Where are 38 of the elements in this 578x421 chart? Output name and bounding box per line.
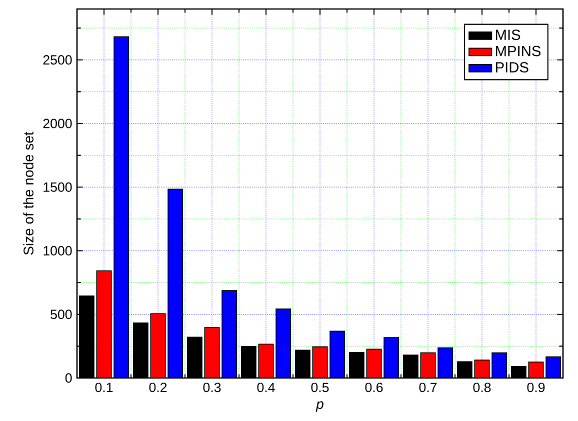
x-tick-label: 0.7	[419, 382, 437, 392]
bar	[546, 356, 562, 378]
bar	[258, 344, 274, 378]
y-tick-label: 0	[65, 373, 72, 383]
y-tick-label: 2500	[43, 55, 72, 65]
y-tick-label: 1500	[44, 182, 72, 192]
legend-label: PIDS	[496, 62, 528, 72]
bar	[276, 308, 292, 378]
bar	[474, 360, 490, 378]
x-tick-label: 0.2	[149, 382, 167, 392]
bar	[168, 188, 184, 378]
bar	[150, 313, 166, 378]
x-tick-label: 0.9	[527, 382, 545, 392]
bar	[492, 352, 508, 378]
bar	[114, 36, 130, 378]
bar	[312, 346, 328, 378]
bar	[420, 352, 436, 378]
bar	[222, 290, 238, 378]
x-tick-label: 0.6	[365, 382, 383, 392]
legend-label: MIS	[496, 30, 520, 40]
x-tick-label: 0.4	[257, 382, 275, 392]
x-tick-label: 0.3	[203, 382, 221, 392]
y-tick-label: 2000	[43, 118, 72, 128]
y-tick-label: 500	[50, 310, 72, 320]
y-tick-label: 1000	[44, 246, 72, 256]
bar	[204, 327, 220, 378]
legend-label: MPINS	[496, 46, 541, 56]
y-axis-title: Size of the node set	[23, 132, 34, 255]
bar	[330, 330, 346, 378]
bar	[366, 348, 382, 378]
x-tick-label: 0.1	[95, 382, 113, 392]
bar	[438, 347, 454, 378]
bar	[528, 362, 544, 378]
x-tick-label: 0.8	[473, 382, 491, 392]
x-axis-title: p	[316, 401, 324, 412]
bar	[384, 337, 400, 378]
bar	[96, 270, 112, 378]
x-tick-label: 0.5	[311, 382, 329, 392]
